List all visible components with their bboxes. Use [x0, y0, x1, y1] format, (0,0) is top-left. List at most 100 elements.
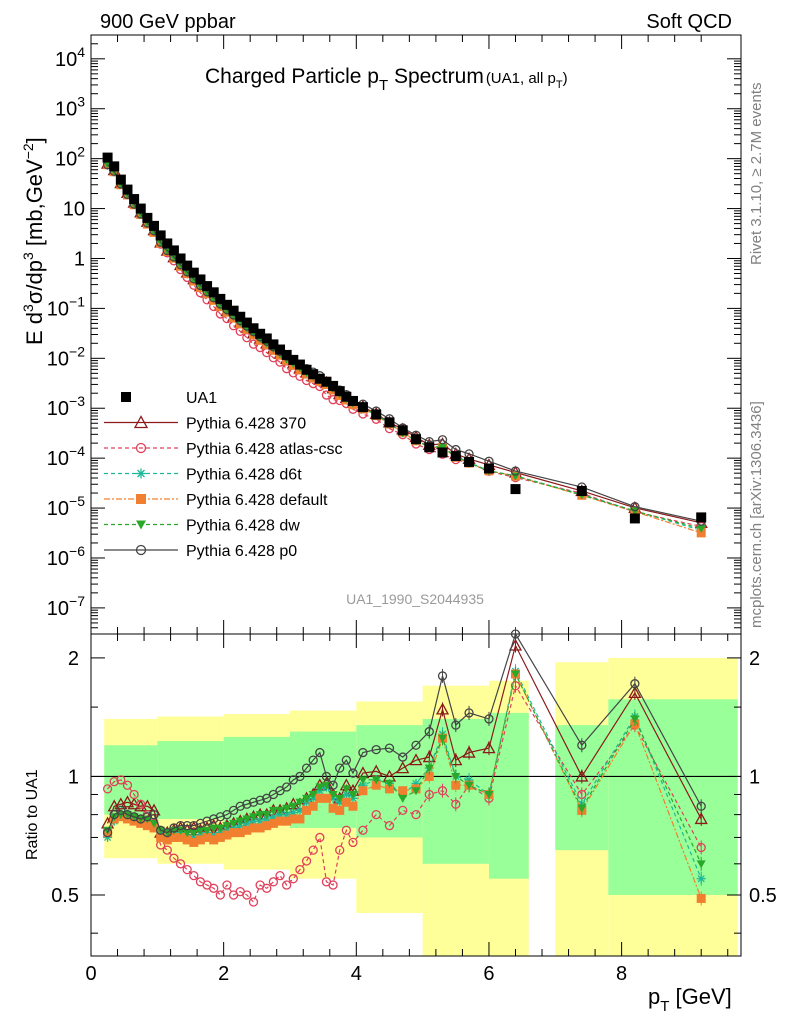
ratio-series-point: [335, 763, 345, 773]
ratio-series-point: [398, 786, 408, 796]
ratio-series-point: [275, 870, 285, 881]
ratio-series-point: [242, 890, 252, 900]
ratio-series-point: [202, 832, 212, 842]
data-point: [301, 364, 312, 375]
header-right: Soft QCD: [646, 11, 732, 33]
ratio-series-point: [189, 837, 199, 847]
ratio-series-point: [215, 832, 225, 842]
data-point: [235, 311, 246, 322]
ratio-series-point: [341, 785, 351, 794]
data-point: [248, 323, 259, 334]
ratio-series-point: [398, 794, 408, 803]
legend-label: Pythia 6.428 d6t: [186, 467, 302, 484]
plot-title: Charged Particle pT Spectrum (UA1, all pT…: [205, 65, 568, 94]
ratio-series-point: [301, 856, 312, 866]
ratio-series-point: [308, 801, 318, 811]
main-ytick-label: 10−6: [47, 543, 85, 570]
legend-label: Pythia 6.428 p0: [186, 543, 297, 560]
ratio-series-point: [437, 671, 448, 681]
rivet-label: Rivet 3.1.10, ≥ 2.7M events: [748, 83, 765, 266]
ratio-series-point: [242, 799, 252, 809]
ratio-series-point: [335, 805, 345, 815]
ratio-series-point: [451, 780, 461, 790]
ratio-series-point: [295, 814, 305, 824]
ratio-series-point: [335, 845, 345, 855]
legend-marker: [121, 392, 131, 402]
ratio-series-point: [222, 809, 232, 820]
main-series-point: [696, 524, 706, 533]
ratio-series-point: [328, 790, 338, 799]
data-point: [510, 484, 521, 495]
ratio-series-point: [195, 818, 206, 829]
legend: UA1 Pythia 6.428 370 Pythia 6.428 atlas-cs…: [104, 390, 343, 560]
data-point: [149, 220, 160, 231]
ratio-series-point: [162, 835, 172, 845]
ratio-series-point: [169, 832, 179, 842]
ratio-series-point: [120, 795, 135, 808]
x-tick-label: 0: [85, 963, 96, 985]
main-series-point: [630, 502, 640, 512]
ratio-series-point: [438, 734, 448, 743]
legend-marker: [136, 520, 146, 530]
ratio-series-point: [696, 874, 706, 884]
ratio-series-point: [328, 780, 338, 790]
ratio-series-point: [308, 790, 318, 799]
ratio-series-point: [215, 812, 225, 822]
svg-text:E d3σ/dp3 [mb,GeV−2]: E d3σ/dp3 [mb,GeV−2]: [20, 137, 47, 345]
ratio-series-point: [162, 827, 172, 838]
data-point: [308, 369, 319, 380]
ratio-series-point: [315, 793, 325, 803]
ratio-series-point: [371, 744, 381, 755]
ratio-series-point: [242, 825, 252, 835]
data-point: [261, 333, 272, 344]
ratio-series-point: [215, 890, 225, 900]
ratio-series-point: [577, 740, 587, 750]
uncertainty-band-inner: [608, 699, 738, 895]
data-point: [437, 447, 448, 458]
data-point: [424, 442, 435, 453]
ratio-series-point: [411, 740, 421, 750]
data-point: [341, 391, 352, 402]
ratio-series-point: [409, 753, 423, 766]
data-point: [275, 344, 286, 355]
legend-marker: [135, 442, 147, 454]
data-point: [483, 463, 494, 474]
legend-item: Pythia 6.428 370: [104, 415, 306, 433]
ratio-series-point: [116, 805, 126, 816]
data-point: [576, 485, 587, 496]
ratio-series-point: [282, 804, 292, 813]
ratio-series-point: [398, 805, 408, 816]
ratio-series-point: [371, 780, 381, 790]
ratio-series-point: [155, 825, 166, 835]
mcplots-label: mcplots.cern.ch [arXiv:1306.3436]: [748, 401, 765, 628]
data-point: [629, 513, 640, 524]
ratio-ytick-label-right: 2: [749, 648, 760, 670]
ratio-series-point: [315, 832, 325, 843]
data-point: [129, 194, 140, 205]
data-point: [696, 512, 707, 523]
data-point: [268, 339, 279, 350]
main-ytick-label: 102: [55, 144, 85, 171]
data-point: [314, 373, 325, 384]
data-point: [142, 212, 153, 223]
data-point: [155, 230, 166, 241]
data-point: [208, 287, 219, 298]
ratio-series-point: [175, 859, 186, 869]
main-ytick-label: 10−4: [47, 443, 85, 470]
ratio-series-point: [398, 752, 408, 762]
ratio-series-point: [149, 809, 159, 820]
ratio-series-point: [464, 781, 474, 790]
ratio-series-point: [129, 812, 139, 822]
ratio-series-point: [109, 809, 119, 820]
ratio-series-point: [255, 811, 265, 820]
ratio-series-point: [694, 812, 708, 825]
ratio-ytick-label: 2: [68, 648, 79, 670]
ratio-series-point: [435, 702, 450, 715]
data-point: [182, 260, 193, 271]
ratio-series-point: [424, 726, 434, 737]
ratio-series-point: [162, 845, 172, 855]
main-ytick-label: 10−3: [47, 393, 85, 420]
ratio-series-point: [195, 826, 205, 835]
